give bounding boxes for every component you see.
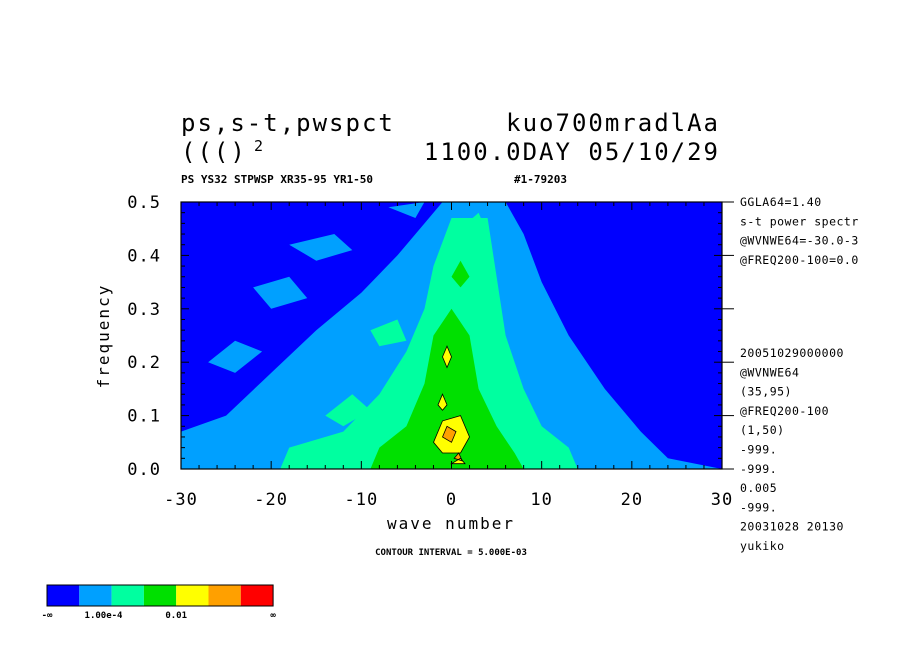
chart-subtitle-superscript: 2 <box>254 137 263 155</box>
side-info-line: @FREQ200-100 <box>740 404 829 418</box>
x-tick-label: -20 <box>254 490 288 510</box>
contour-line <box>441 425 457 443</box>
y-tick-label: 0.5 <box>127 193 161 213</box>
chart-meta-id: #1-79203 <box>514 173 567 186</box>
side-info-top: GGLA64=1.40 s-t power spectr @WVNWE64=-30.… <box>740 195 859 267</box>
contour-region-cyan-green <box>370 319 407 347</box>
x-tick-label: -30 <box>164 490 198 510</box>
colorbar-label: ∞ <box>270 611 276 621</box>
colorbar-swatch <box>208 585 241 606</box>
axis-ticks: -30 -20 -10 0 10 20 30 0.0 0.1 0.2 0.3 0.4 0.5 <box>127 193 734 510</box>
side-info-line: -999. <box>740 500 777 514</box>
side-info-line: -999. <box>740 443 777 457</box>
contour-region-green <box>370 308 524 469</box>
contour-line <box>437 393 448 411</box>
contour-region-green <box>451 260 470 288</box>
contour-region-yellow <box>438 394 447 411</box>
chart-meta: PS YS32 STPWSP XR35-95 YR1-50 <box>181 173 373 186</box>
y-tick-label: 0.1 <box>127 407 161 427</box>
contour-region-cyan-green <box>280 218 578 469</box>
side-info-line: (1,50) <box>740 423 785 437</box>
x-tick-label: 10 <box>530 490 552 510</box>
contour-region-cyan-green <box>460 212 488 234</box>
side-info-line: 20051029000000 <box>740 346 844 360</box>
y-tick-label: 0.3 <box>127 300 161 320</box>
x-tick-label: 0 <box>446 490 457 510</box>
x-tick-label: 30 <box>711 490 733 510</box>
chart-run-name: kuo700mradlAa <box>506 109 720 137</box>
side-info-line: @FREQ200-100=0.0 <box>740 253 859 267</box>
y-tick-label: 0.0 <box>127 460 161 480</box>
contour-region-orange <box>442 426 456 443</box>
colorbar-swatch <box>111 585 144 606</box>
contour-region-orange <box>454 453 463 461</box>
chart-title: ps,s-t,pwspct <box>181 109 395 137</box>
contour-fill-layer <box>181 202 722 469</box>
colorbar-label: 0.01 <box>165 611 187 621</box>
colorbar-frame <box>46 584 274 607</box>
side-info-line: yukiko <box>740 539 785 553</box>
y-tick-label: 0.4 <box>127 246 161 266</box>
colorbar-label: -∞ <box>42 611 53 621</box>
contour-line <box>433 415 470 454</box>
side-info-line: (35,95) <box>740 385 792 399</box>
side-info-line: @WVNWE64 <box>740 365 799 379</box>
contour-line <box>442 345 452 369</box>
y-tick-label: 0.2 <box>127 353 161 373</box>
side-info-line: GGLA64=1.40 <box>740 195 822 209</box>
contour-line-layer <box>433 345 470 465</box>
side-info-bottom: 20051029000000 @WVNWE64 (35,95) @FREQ200-10… <box>740 346 844 553</box>
x-axis-label: wave number <box>387 514 515 533</box>
colorbar-swatch <box>240 585 274 606</box>
colorbar-label: 1.00e-4 <box>85 611 124 621</box>
chart-subtitle-base: ((() <box>181 138 247 166</box>
chart-date: 1100.0DAY 05/10/29 <box>424 138 720 166</box>
contour-region-light-blue <box>208 340 263 373</box>
colorbar-swatch <box>79 585 112 606</box>
contour-region-cyan-green <box>325 394 371 427</box>
colorbar-swatch <box>47 585 80 606</box>
side-info-line: -999. <box>740 462 777 476</box>
side-info-line: s-t power spectr <box>740 214 859 228</box>
contour-interval: CONTOUR INTERVAL = 5.000E-03 <box>375 548 527 558</box>
colorbar-swatch <box>176 585 209 606</box>
y-axis-label: frequency <box>94 284 113 389</box>
x-tick-label: 20 <box>621 490 643 510</box>
x-tick-label: -10 <box>344 490 378 510</box>
side-info-line: @WVNWE64=-30.0-3 <box>740 234 859 248</box>
contour-region-light-blue <box>253 276 308 309</box>
contour-line <box>450 457 466 465</box>
colorbar: -∞ 1.00e-4 0.01 ∞ <box>42 584 276 621</box>
colorbar-swatch <box>143 585 177 606</box>
contour-region-light-blue <box>289 234 353 261</box>
side-info-line: 20031028 20130 <box>740 520 844 534</box>
contour-line <box>453 452 464 462</box>
side-info-line: 0.005 <box>740 481 777 495</box>
